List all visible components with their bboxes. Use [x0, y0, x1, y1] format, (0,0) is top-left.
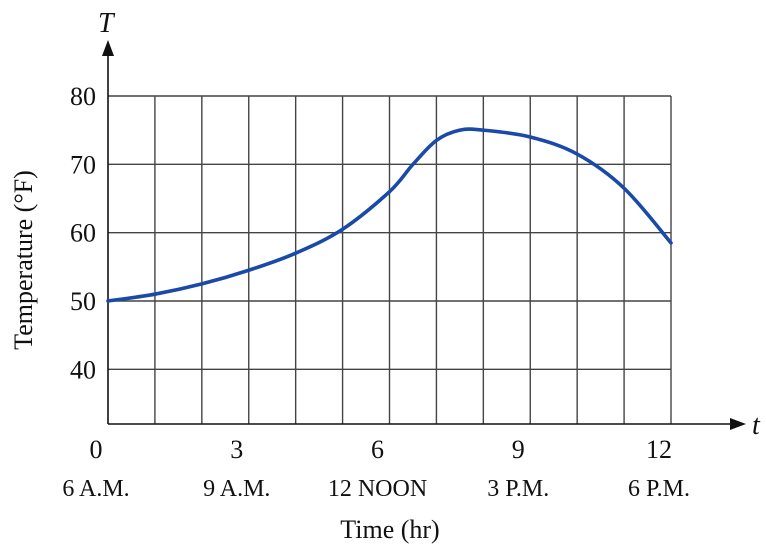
x-time-label: 6 P.M. — [628, 476, 690, 502]
y-tick-label: 70 — [70, 150, 96, 179]
x-axis-arrow — [730, 418, 746, 430]
x-tick-label: 0 — [90, 435, 103, 464]
y-axis-arrow — [102, 40, 114, 56]
x-axis-title: Time (hr) — [340, 515, 439, 544]
series-layer — [106, 127, 673, 303]
x-time-label: 3 P.M. — [487, 476, 549, 502]
y-tick-label: 50 — [70, 287, 96, 316]
x-tick-label: 3 — [230, 435, 243, 464]
x-tick-label: 9 — [512, 435, 525, 464]
y-tick-label: 80 — [70, 82, 96, 111]
x-time-label: 9 A.M. — [203, 476, 270, 502]
x-axis-variable: t — [752, 410, 761, 441]
y-axis-title: Temperature (°F) — [9, 170, 38, 350]
x-tick-label: 6 — [371, 435, 384, 464]
x-time-label: 6 A.M. — [62, 476, 129, 502]
x-time-label: 12 NOON — [328, 476, 427, 502]
x-tick-label: 12 — [646, 435, 672, 464]
y-tick-label: 60 — [70, 219, 96, 248]
y-tick-label: 40 — [70, 355, 96, 384]
labels-layer: Tt 40 50 60 70 80 0 6 A.M. 3 9 A.M. 6 12 NOON 9 3 P.M… — [9, 8, 761, 544]
y-axis-variable: T — [98, 8, 116, 39]
grid — [108, 95, 672, 424]
axes — [102, 40, 746, 430]
temperature-series-line — [106, 127, 673, 303]
